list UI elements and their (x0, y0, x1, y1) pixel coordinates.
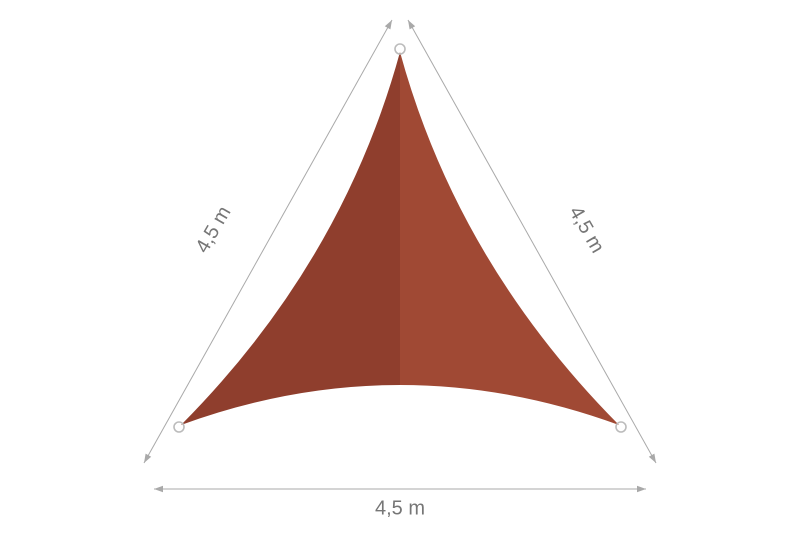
dimension-arrowhead-icon (637, 486, 646, 492)
dimension-arrowhead-icon (408, 20, 415, 29)
ring-right-icon (616, 422, 626, 432)
ring-left-icon (174, 422, 184, 432)
diagram-svg (0, 0, 800, 533)
dimension-arrowhead-icon (385, 20, 392, 29)
dimension-arrowhead-icon (154, 486, 163, 492)
product-dimension-diagram: 4,5 m 4,5 m 4,5 m (0, 0, 800, 533)
dimension-arrowhead-icon (144, 454, 151, 463)
dimension-arrowhead-icon (649, 454, 656, 463)
dimension-label-bottom: 4,5 m (375, 498, 425, 521)
